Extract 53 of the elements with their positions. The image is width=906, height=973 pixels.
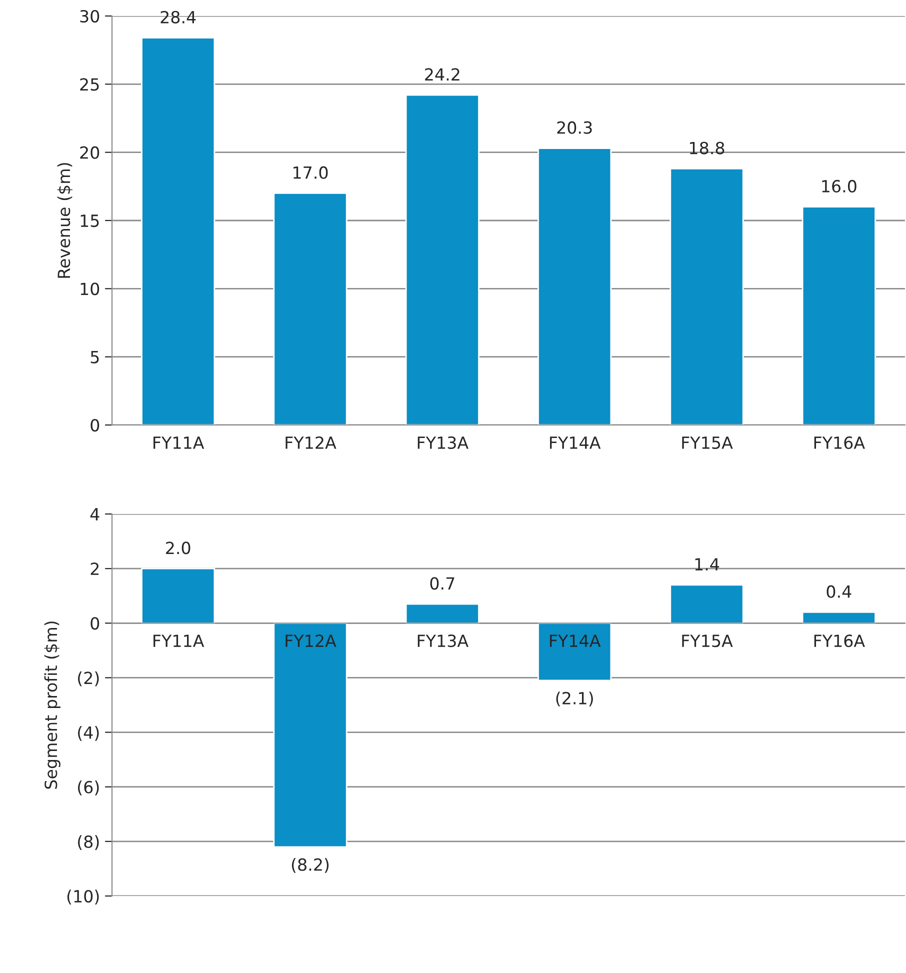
y-tick-label: (6) [78,780,99,796]
bar [670,584,744,624]
data-label: 2.0 [166,542,190,554]
bar [273,622,348,848]
bar [538,148,612,425]
bar [538,622,612,682]
data-label: 16.0 [822,180,856,193]
x-tick-label: FY12A [286,634,336,647]
y-tick-label: (2) [78,671,99,686]
bar [802,206,876,425]
data-label: 17.0 [294,166,328,179]
y-tick-label: 4 [90,508,100,520]
y-tick-label: 25 [80,78,99,91]
y-tick-label: 5 [90,351,99,364]
y-axis-title: Revenue ($m) [57,163,72,278]
y-tick-label: (10) [67,890,99,905]
data-label: (8.2) [292,858,329,873]
x-tick-label: FY13A [418,436,468,450]
bar [405,94,480,425]
data-label: 0.4 [826,585,852,598]
data-label: 24.2 [425,68,460,80]
bar [273,192,348,425]
data-label: 1.4 [695,558,720,570]
x-tick-label: FY16A [814,436,865,450]
x-tick-label: FY11A [154,634,204,647]
x-tick-label: FY14A [550,634,601,647]
y-tick-label: 2 [90,562,99,575]
bar [141,568,216,624]
data-label: (2.1) [556,692,593,706]
y-axis-title: Segment profit ($m) [44,622,60,789]
y-tick-label: (4) [78,726,99,741]
x-tick-label: FY14A [550,436,601,449]
x-tick-label: FY12A [286,436,336,449]
data-label: 18.8 [690,142,724,154]
y-tick-label: 30 [80,10,100,23]
x-tick-label: FY11A [154,436,204,449]
bar [802,612,876,624]
data-label: 28.4 [160,10,196,24]
x-tick-label: FY15A [682,436,733,450]
y-tick-label: 15 [80,214,99,228]
bar [405,603,480,624]
bar [670,168,744,425]
x-tick-label: FY16A [814,634,865,648]
data-label: 0.7 [430,577,454,590]
y-tick-label: 0 [90,418,100,432]
x-tick-label: FY13A [418,634,468,648]
y-tick-label: 10 [80,282,100,296]
y-tick-label: (8) [78,835,99,850]
bar [141,37,216,425]
y-tick-label: 0 [90,617,100,630]
data-label: 20.3 [557,121,592,134]
y-tick-label: 20 [80,146,100,159]
x-tick-label: FY15A [682,634,733,648]
